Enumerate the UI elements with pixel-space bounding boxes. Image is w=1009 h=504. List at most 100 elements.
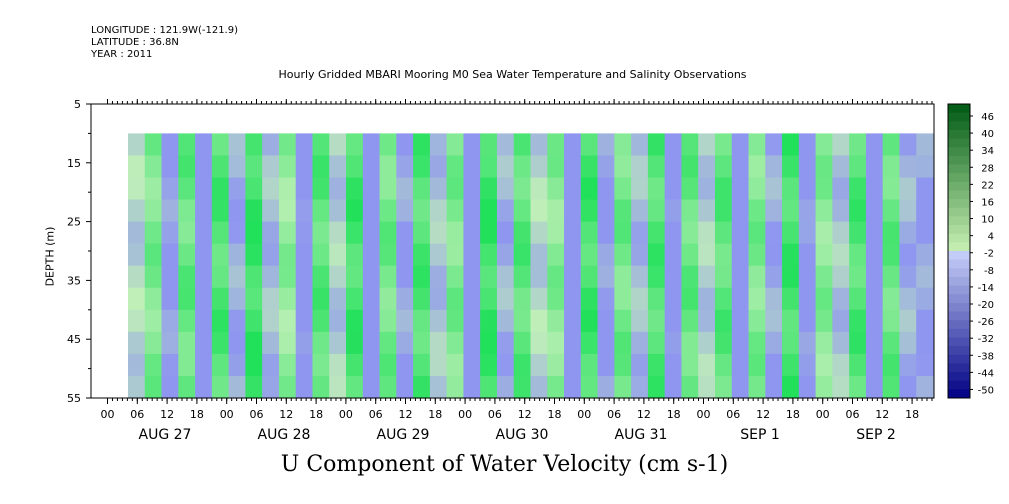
heatmap-cell [765,331,783,355]
colorbar-swatch [948,155,970,166]
heatmap-cell [262,155,280,179]
heatmap-cell [614,353,632,377]
heatmap-cell [346,177,364,201]
heatmap-cell [480,375,498,399]
heatmap-cell [396,199,414,223]
heatmap-cell [128,353,146,377]
heatmap-cell [278,375,297,399]
heatmap-cell [312,199,330,223]
heatmap-cell [849,243,867,267]
heatmap-cell [413,177,431,201]
colorbar-swatch [948,104,970,114]
heatmap-cell [916,243,934,267]
heatmap-cell [681,133,699,157]
heatmap-cell [681,155,699,179]
x-hour-label: 12 [756,408,770,421]
heatmap-cell [128,243,146,267]
heatmap-cell [882,221,901,245]
heatmap-cell [899,133,917,157]
heatmap-cell [278,199,297,223]
heatmap-cell [530,287,548,311]
heatmap-cell [681,287,699,311]
heatmap-cell [413,199,431,223]
heatmap-cell [916,309,934,333]
heatmap-cell [614,265,632,289]
heatmap-cell [396,375,414,399]
colorbar-swatch [948,173,970,183]
heatmap-cell [564,177,582,201]
heatmap-cell [698,353,716,377]
heatmap-cell [396,287,414,311]
heatmap-cell [295,155,314,179]
heatmap-cell [346,199,364,223]
heatmap-cell [362,309,381,333]
heatmap-cell [429,375,448,399]
heatmap-cell [782,199,800,223]
heatmap-cell [463,221,481,245]
heatmap-cell [496,133,515,157]
heatmap-cell [429,199,448,223]
heatmap-cell [681,353,699,377]
heatmap-cell [245,133,263,157]
heatmap-cell [144,353,163,377]
heatmap-cell [262,375,280,399]
heatmap-cell [714,331,733,355]
heatmap-cell [798,331,817,355]
heatmap-cell [882,243,901,267]
heatmap-cell [278,221,297,245]
heatmap-cell [530,177,548,201]
heatmap-cell [882,353,901,377]
heatmap-cell [463,199,481,223]
x-hour-label: 00 [458,408,472,421]
heatmap-cell [295,375,314,399]
y-tick-label: 45 [67,333,81,346]
heatmap-cell [228,331,246,355]
heatmap-cell [245,353,263,377]
heatmap-cell [714,265,733,289]
x-hour-label: 06 [488,408,502,421]
heatmap-cell [346,287,364,311]
heatmap-cell [346,221,364,245]
x-hour-label: 18 [190,408,204,421]
heatmap-cell [597,133,615,157]
heatmap-cell [211,133,230,157]
heatmap-cell [597,199,615,223]
heatmap-cell [161,243,179,267]
heatmap-cell [798,133,817,157]
latitude-label: LATITUDE : 36.8N [91,37,179,48]
heatmap-cell [379,221,397,245]
x-hour-label: 00 [339,408,353,421]
heatmap-cell [916,199,934,223]
heatmap-cell [195,287,213,311]
colorbar-label: 22 [981,180,994,191]
x-hour-label: 00 [101,408,115,421]
heatmap-cell [396,243,414,267]
heatmap-cell [513,265,532,289]
heatmap-cell [647,221,666,245]
heatmap-cell [899,309,917,333]
heatmap-cell [346,133,364,157]
heatmap-cell [631,331,649,355]
heatmap-cell [195,309,213,333]
heatmap-cell [262,287,280,311]
heatmap-cell [346,353,364,377]
heatmap-cell [681,309,699,333]
heatmap-cell [698,243,716,267]
heatmap-cell [362,199,381,223]
x-day-label: AUG 28 [258,427,311,443]
heatmap-cell [429,287,448,311]
colorbar-swatch [948,121,970,131]
heatmap-cell [815,155,833,179]
heatmap-cell [614,133,632,157]
heatmap-cell [195,177,213,201]
heatmap-cell [329,265,347,289]
colorbar-swatch [948,276,970,287]
heatmap-cell [211,287,230,311]
heatmap-cell [413,243,431,267]
x-hour-label: 00 [220,408,234,421]
heatmap-cell [916,155,934,179]
heatmap-cell [329,353,347,377]
heatmap-cell [178,133,196,157]
heatmap-cell [580,221,599,245]
colorbar-label: 28 [981,163,994,174]
